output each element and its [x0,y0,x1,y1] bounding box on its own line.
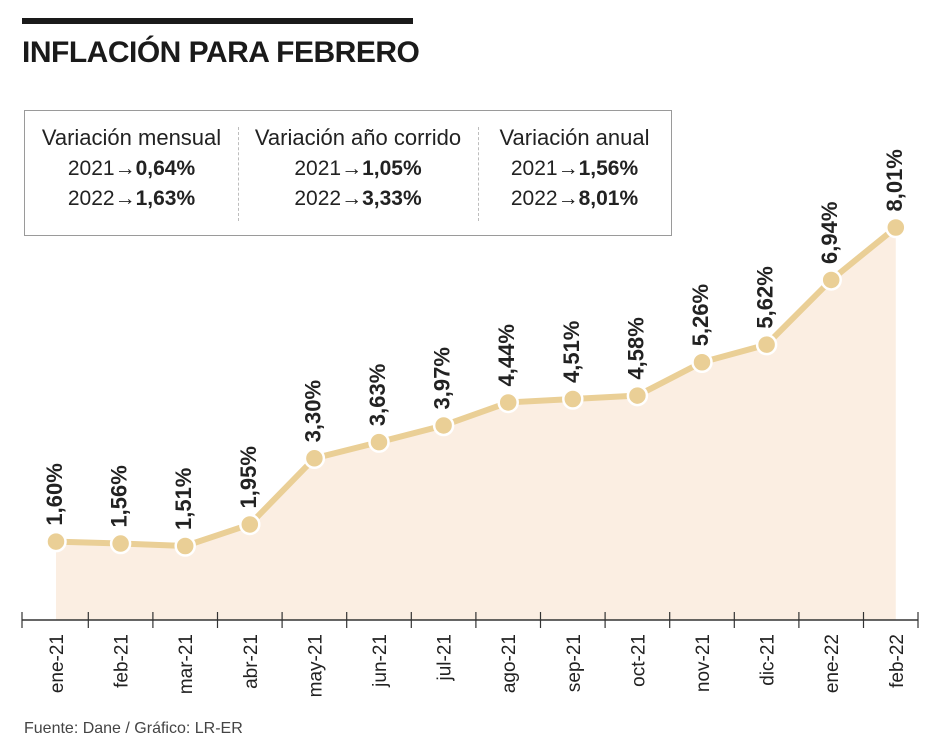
arrow-icon: → [114,187,136,210]
x-tick-label: feb-21 [112,634,133,688]
x-tick-label: may-21 [305,634,326,697]
arrow-icon: → [114,157,136,180]
x-axis [21,612,919,628]
summary-value: 3,33% [362,187,422,210]
x-tick-label: jul-21 [435,634,456,681]
summary-value: 1,63% [135,187,196,210]
data-label: 4,58% [623,317,648,379]
summary-header: Variación mensual [41,125,222,150]
summary-header: Variación año corrido [254,125,462,150]
summary-value: 1,56% [578,157,639,180]
arrow-icon: → [341,157,363,180]
data-point [497,391,519,414]
point-layer [45,216,907,557]
data-point [239,513,261,536]
x-tick-label: oct-21 [628,634,649,687]
summary-year: 2021 [294,157,342,180]
source-note: Fuente: Dane / Gráfico: LR-ER [24,720,243,737]
summary-row: 2021→0,64% [25,157,238,181]
data-point [755,333,778,356]
summary-year: 2022 [510,187,558,210]
summary-year: 2021 [67,157,115,180]
data-label: 1,95% [236,446,261,508]
area-fill [56,227,896,620]
summary-row: 2021→1,56% [478,157,671,181]
summary-divider [238,127,239,221]
arrow-icon: → [341,187,363,210]
data-label: 8,01% [882,149,907,211]
title-bar-decoration [22,18,413,24]
x-tick-label: dic-21 [758,634,779,686]
data-point [174,535,196,557]
summary-col-anual: Variación anual 2021→1,56% 2022→8,01% [478,111,671,235]
summary-box: Variación mensual 2021→0,64% 2022→1,63% … [24,110,672,236]
data-point [432,414,455,437]
data-label-layer: 1,60% 1,56% 1,51% 1,95% 3,30% 3,63% 3,97% 4,44%… [42,149,907,530]
summary-value: 0,64% [135,157,196,180]
summary-header: Variación anual [499,125,650,150]
x-tick-label: ene-22 [822,634,843,693]
data-point [109,532,132,555]
x-tick-label: feb-22 [887,634,908,688]
data-label: 4,44% [494,324,519,386]
data-point [626,384,649,407]
summary-row: 2021→1,05% [238,157,478,181]
data-point [562,388,584,410]
area-layer [56,227,896,620]
x-tick-label: nov-21 [693,634,714,692]
series-line [53,224,899,550]
data-label: 3,97% [430,347,455,409]
chart-title: INFLACIÓN PARA FEBRERO [22,36,420,69]
data-label: 5,26% [688,284,713,346]
line-layer [53,224,899,550]
data-label: 5,62% [753,266,778,328]
summary-row: 2022→1,63% [25,187,238,211]
data-point [820,269,842,291]
data-point [691,351,713,374]
data-label: 1,60% [42,463,67,525]
summary-year: 2021 [510,157,558,180]
x-tick-label: abr-21 [241,634,262,689]
x-tick-label: mar-21 [176,634,197,694]
data-label: 4,51% [559,321,584,383]
tick-label-layer: ene-21 feb-21 mar-21 abr-21 may-21 jun-21 jul-… [47,634,908,697]
x-tick-label: sep-21 [564,634,585,692]
summary-value: 8,01% [578,187,639,210]
data-label: 3,63% [365,364,390,426]
summary-row: 2022→3,33% [238,187,478,211]
data-point [303,447,326,470]
data-point [368,431,390,453]
summary-row: 2022→8,01% [478,187,671,211]
summary-col-mensual: Variación mensual 2021→0,64% 2022→1,63% [25,111,238,235]
data-label: 1,51% [171,468,196,530]
summary-year: 2022 [294,187,342,210]
x-tick-label: ene-21 [47,634,68,693]
data-label: 6,94% [817,202,842,264]
summary-divider [478,127,479,221]
data-point [45,530,67,553]
data-label: 3,30% [300,380,325,442]
summary-col-ano-corrido: Variación año corrido 2021→1,05% 2022→3,… [238,111,478,235]
x-tick-label: ago-21 [499,634,520,693]
data-point [885,216,907,239]
summary-value: 1,05% [362,157,422,180]
arrow-icon: → [557,187,579,210]
data-label: 1,56% [107,465,132,527]
x-tick-label: jun-21 [370,634,391,688]
summary-year: 2022 [67,187,115,210]
arrow-icon: → [557,157,579,180]
